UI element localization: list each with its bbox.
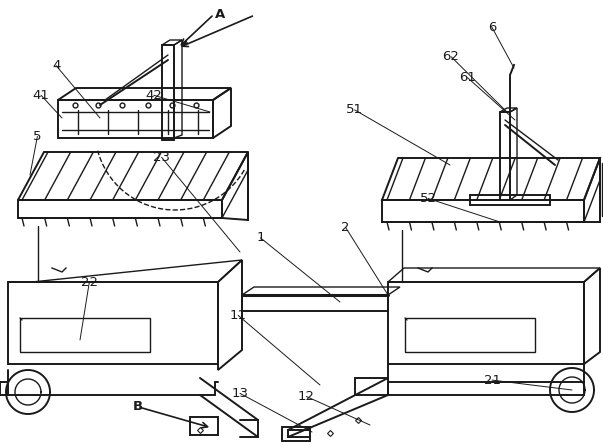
Bar (190, 417, 218, 435)
Bar (405, 318, 535, 352)
Text: 22: 22 (81, 276, 98, 289)
Text: B: B (133, 400, 142, 413)
Bar (8, 282, 218, 364)
Text: 52: 52 (420, 192, 437, 205)
Text: 12: 12 (298, 390, 315, 403)
Text: 5: 5 (33, 130, 42, 143)
Text: 61: 61 (459, 71, 476, 84)
Text: 13: 13 (232, 387, 248, 400)
Text: 62: 62 (443, 50, 459, 63)
Text: 51: 51 (346, 103, 363, 117)
Text: 4: 4 (52, 59, 60, 72)
Bar (500, 112, 510, 200)
Text: 41: 41 (33, 89, 49, 102)
Bar (282, 427, 310, 441)
Text: 23: 23 (153, 151, 170, 164)
Text: 1: 1 (256, 231, 265, 245)
Bar (388, 282, 584, 364)
Text: A: A (215, 8, 225, 21)
Bar (162, 45, 174, 140)
Bar (58, 100, 213, 138)
Bar (470, 195, 550, 205)
Text: 42: 42 (145, 89, 162, 102)
Bar (20, 318, 150, 352)
Text: 2: 2 (341, 221, 350, 234)
Text: 11: 11 (230, 309, 247, 322)
Text: 6: 6 (488, 21, 496, 34)
Text: 21: 21 (484, 373, 500, 387)
